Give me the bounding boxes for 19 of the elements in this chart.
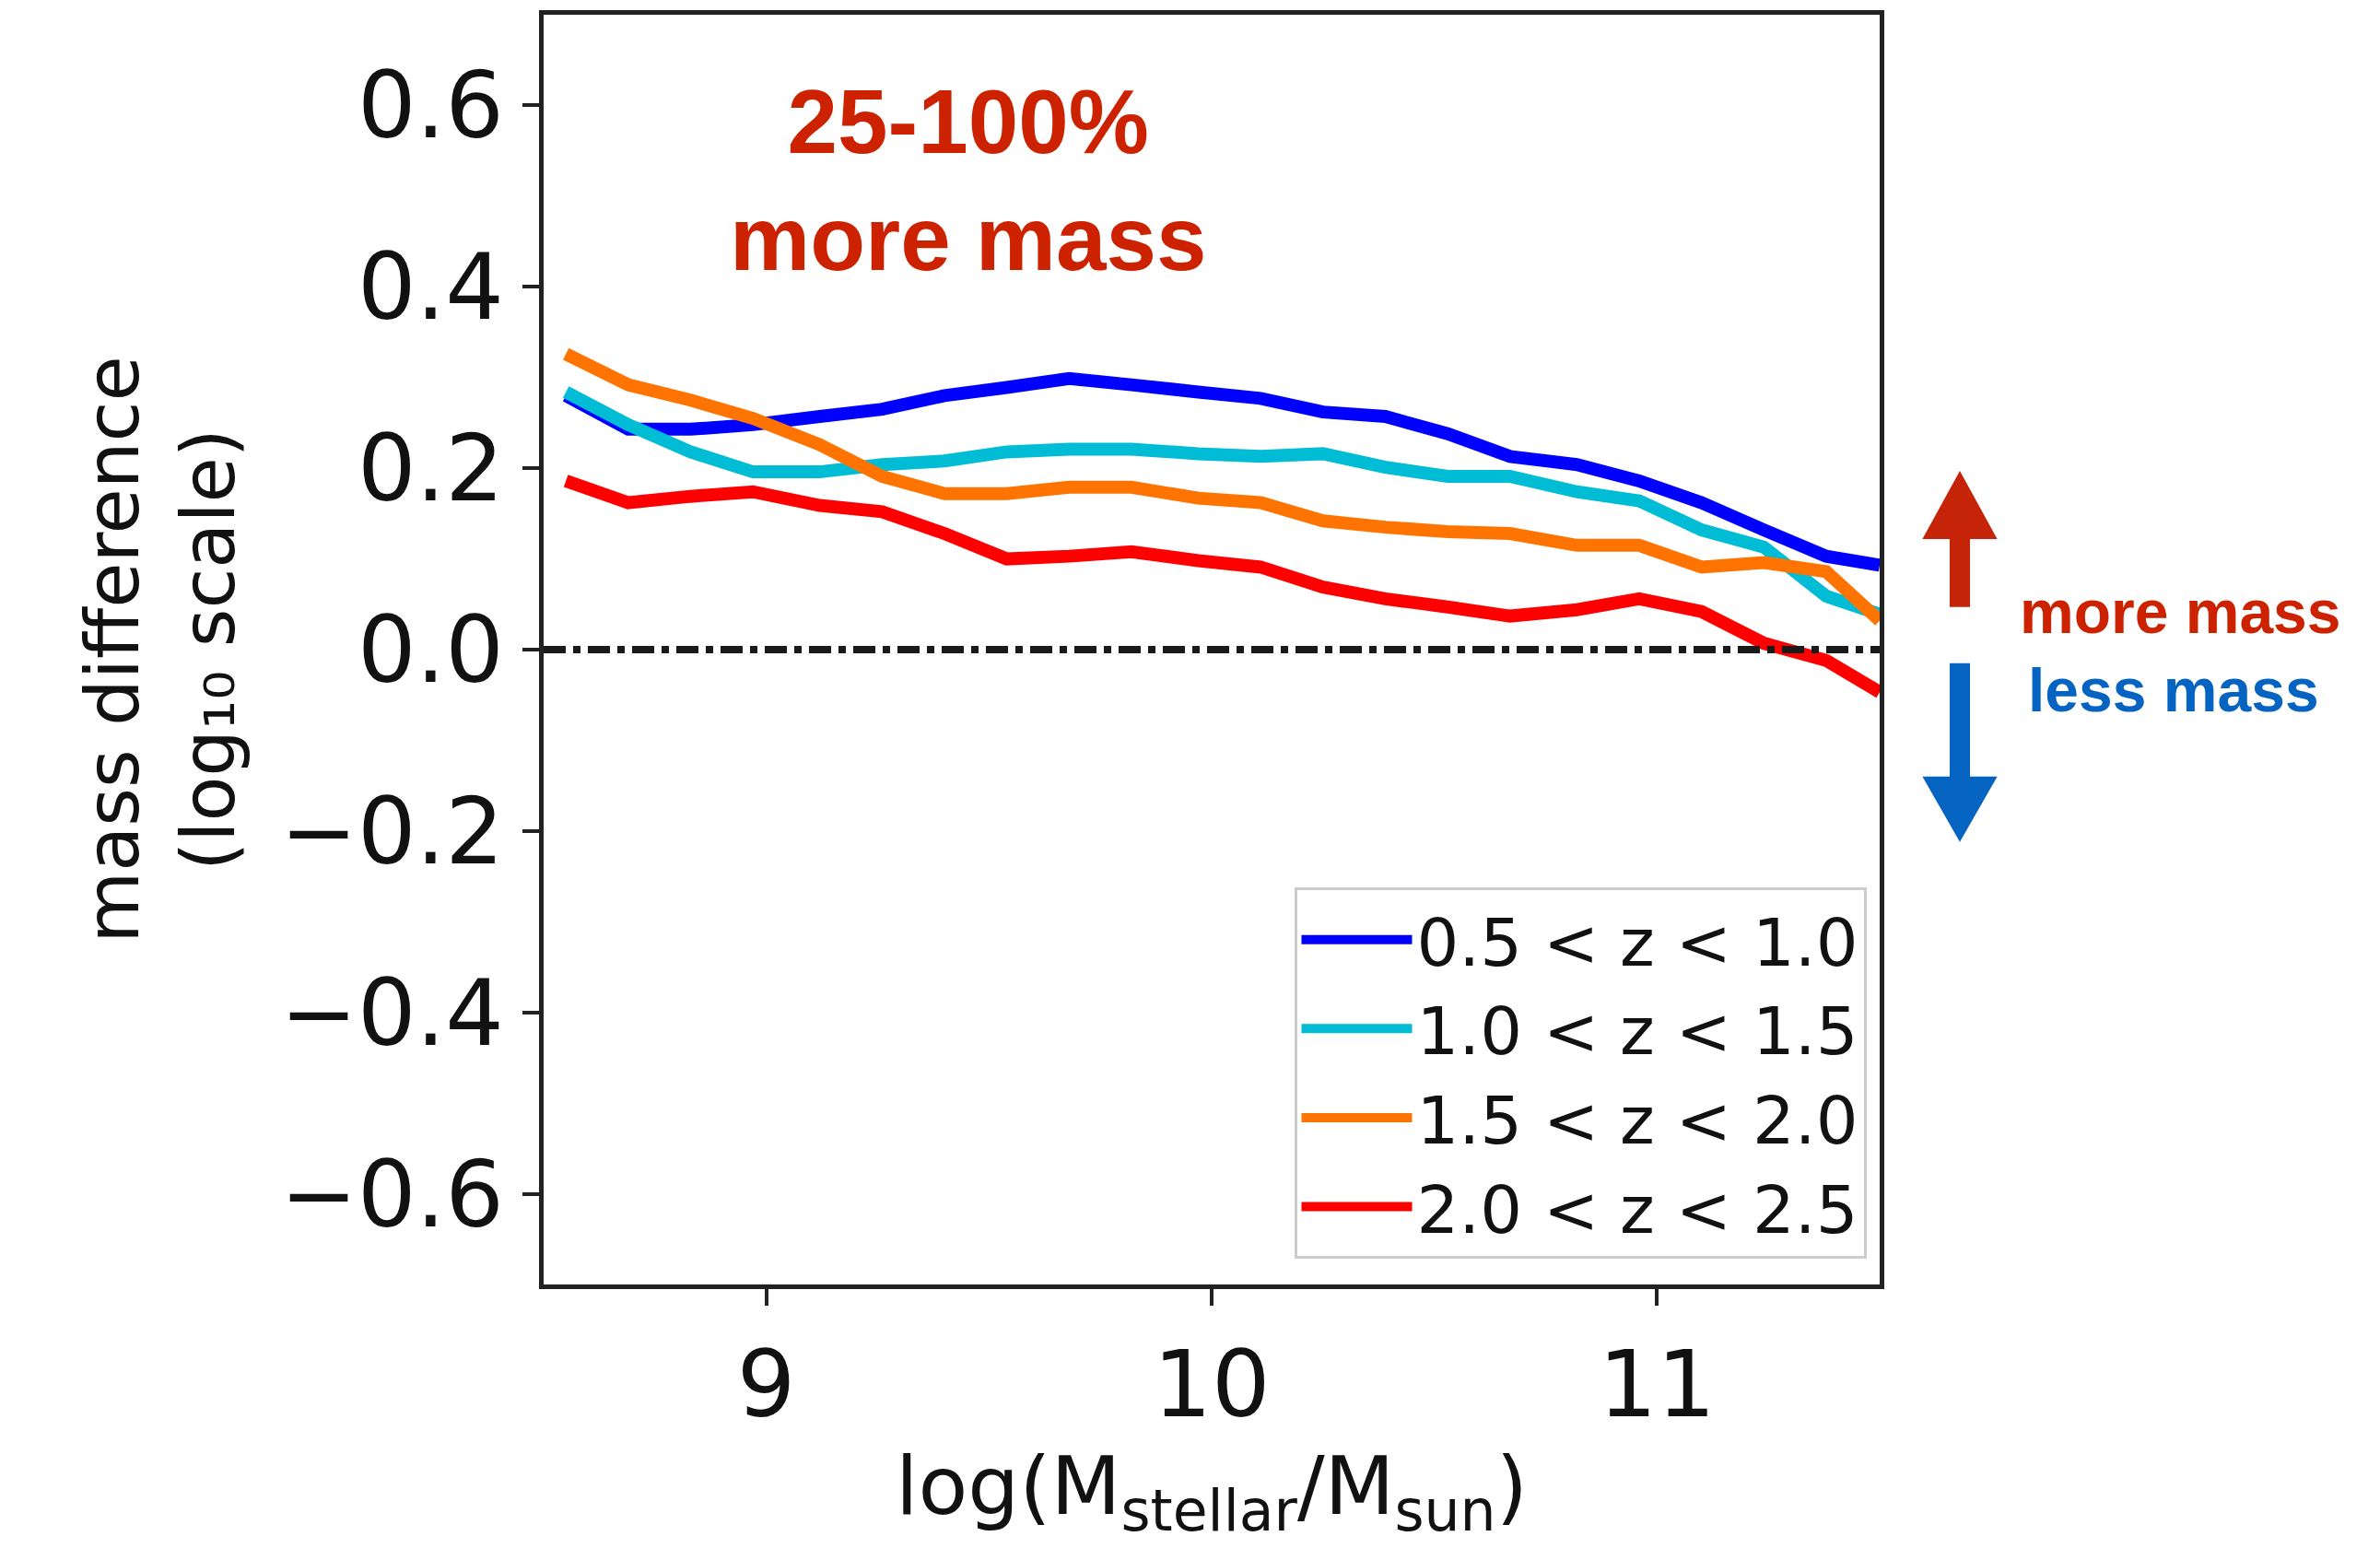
y-tick-label: −0.4 [280,958,504,1067]
legend-label: 1.0 < z < 1.5 [1416,992,1858,1071]
text: less mass [2028,656,2319,724]
y-tick-label: 0.6 [357,52,504,160]
legend-label: 1.5 < z < 2.0 [1416,1082,1858,1160]
legend-label: 2.0 < z < 2.5 [1416,1170,1858,1249]
annotation: 25-100% more mass [730,71,1207,290]
x-axis-title: log(M$_{stellar}$/M$_{sun}$) [896,1438,1528,1545]
y-axis-title: mass difference (log₁₀ scale) [69,356,252,944]
y-tick-label: 0.2 [357,415,504,523]
y-tick-label: 0.4 [357,233,504,342]
y-tick-label: 0.0 [357,596,504,704]
text: more mass [2020,578,2341,646]
legend-label: 0.5 < z < 1.0 [1416,903,1858,981]
y-tick-label: −0.2 [280,777,504,885]
y-tick-label: −0.6 [280,1140,504,1249]
x-tick-label: 11 [1598,1331,1716,1438]
x-tick-label: 10 [1153,1331,1271,1438]
x-tick-label: 9 [736,1331,796,1438]
